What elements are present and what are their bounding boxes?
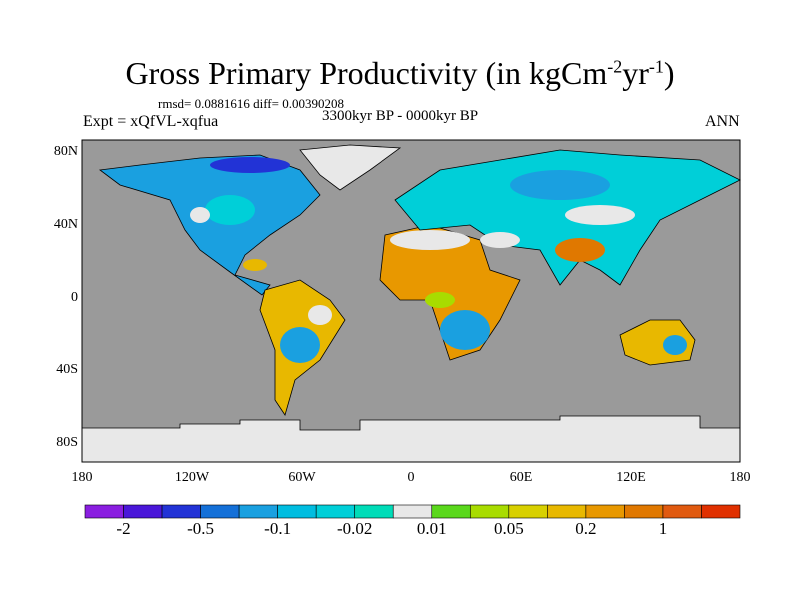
colorbar-box [624, 504, 664, 519]
colorbar-box [585, 504, 625, 519]
colorbar-box [701, 504, 741, 519]
region-patch [440, 310, 490, 350]
season-label: ANN [705, 113, 740, 130]
lon-tick-label: 0 [407, 470, 415, 485]
colorbar-label: 0.01 [416, 519, 447, 538]
region-patch [280, 327, 320, 363]
colorbar-box [238, 504, 278, 519]
colorbar-label: -0.5 [187, 519, 215, 538]
region-patch [190, 207, 210, 223]
lon-tick-label: 120E [616, 470, 646, 485]
colorbar-box [315, 504, 356, 519]
lat-tick-label: 40S [56, 362, 78, 377]
colorbar-label: -0.02 [336, 519, 373, 538]
lat-tick-label: 0 [71, 290, 78, 305]
colorbar-box [84, 504, 124, 519]
region-patch [390, 230, 470, 250]
lat-tick-label: 80N [53, 144, 78, 159]
region-patch [480, 232, 520, 248]
lat-tick-label: 80S [56, 435, 78, 450]
colorbar-box [161, 504, 201, 519]
region-patch [555, 238, 605, 262]
map-frame [81, 139, 741, 463]
colorbar-label: 0.2 [575, 519, 597, 538]
colorbar-label: -0.1 [264, 519, 292, 538]
colorbar-box [547, 504, 587, 519]
colorbar-box [431, 504, 471, 519]
region-patch [510, 170, 610, 200]
land-greenland [299, 144, 402, 191]
lon-tick-label: 180 [729, 470, 751, 485]
colorbar-box [508, 504, 548, 519]
lat-tick-label: 40N [53, 217, 78, 232]
lon-tick-label: 60W [288, 470, 316, 485]
colorbar-box [392, 504, 433, 519]
stats-text: rmsd= 0.0881616 diff= 0.00390208 [158, 96, 344, 111]
region-patch [205, 195, 255, 225]
region-patch [565, 205, 635, 225]
land-north-america [98, 154, 321, 296]
colorbar-box [354, 504, 394, 519]
colorbar-label: -2 [116, 519, 131, 538]
lon-tick-label: 120W [174, 470, 210, 485]
colorbar-box [469, 504, 510, 519]
colorbar-box [277, 504, 317, 519]
chart-title: Gross Primary Productivity (in kgCm-2yr-… [125, 55, 675, 91]
lon-tick-label: 180 [71, 470, 93, 485]
lon-tick-label: 60E [509, 470, 533, 485]
colorbar [84, 504, 741, 519]
region-patch [425, 292, 455, 308]
colorbar-box [662, 504, 702, 519]
region-patch [308, 305, 332, 325]
period-label: 3300kyr BP - 0000kyr BP [322, 108, 479, 124]
region-patch [663, 335, 687, 355]
colorbar-label: 1 [658, 519, 668, 538]
colorbar-box [123, 504, 163, 519]
colorbar-label: 0.05 [493, 519, 524, 538]
region-patch [243, 259, 267, 271]
colorbar-box [200, 504, 240, 519]
experiment-label: Expt = xQfVL-xqfua [83, 113, 219, 130]
region-patch [210, 157, 290, 173]
